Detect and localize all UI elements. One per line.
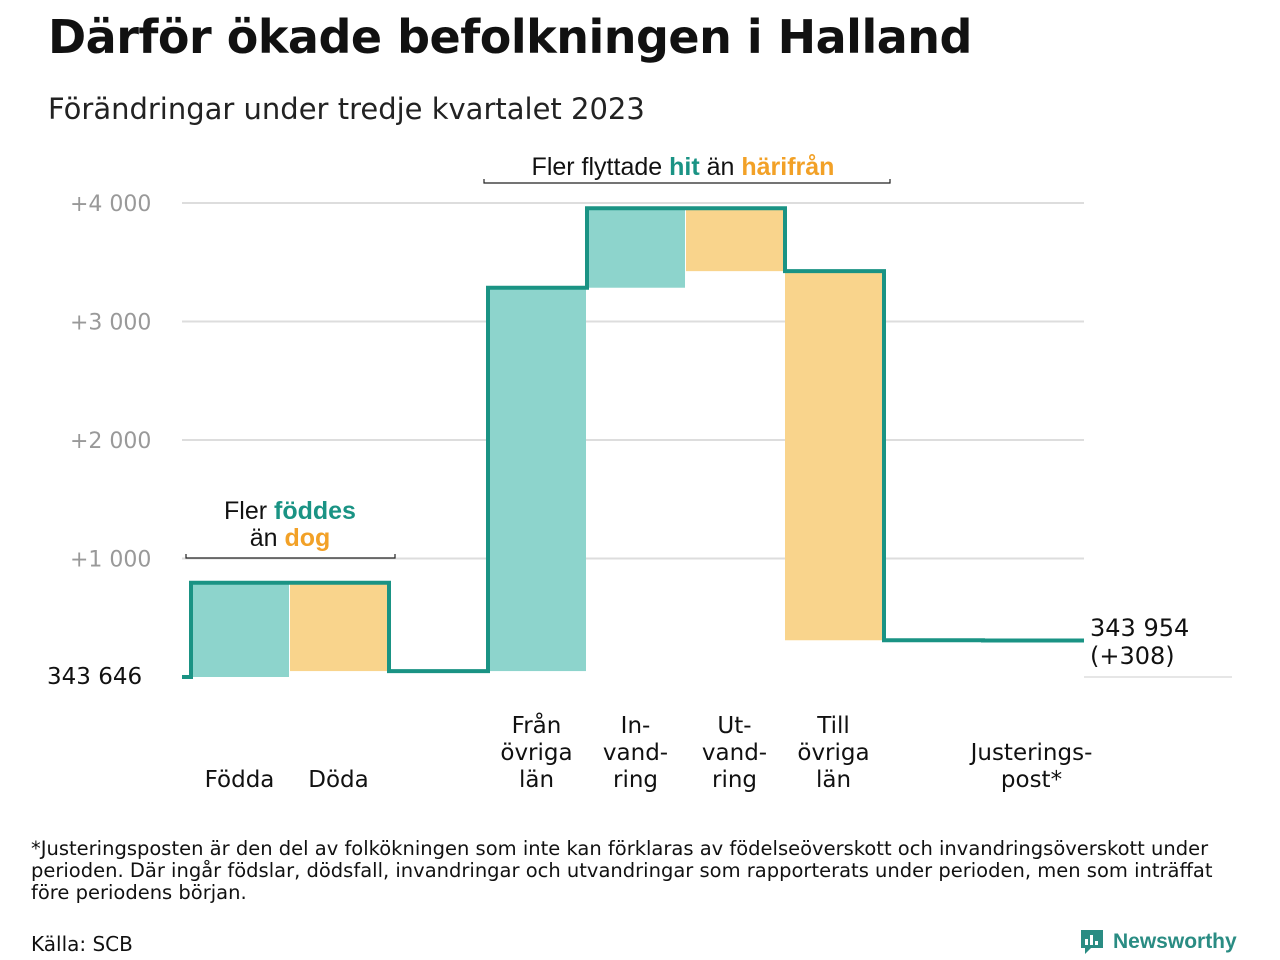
y-tick-label: +2 000 [70, 429, 151, 454]
start-value-label: 343 646 [47, 664, 142, 690]
category-label: övriga [500, 740, 572, 766]
waterfall-bar [191, 582, 289, 677]
waterfall-bar [488, 287, 586, 672]
source-note: Källa: SCB [31, 932, 133, 956]
category-label: Födda [205, 767, 275, 793]
brand-logo[interactable]: Newsworthy [1079, 928, 1237, 956]
end-change-label: (+308) [1090, 642, 1175, 670]
annotation-part: Fler flyttade [532, 153, 670, 181]
category-label: län [519, 767, 554, 793]
bar-chart-speech-icon [1081, 930, 1103, 954]
annotation-part: härifrån [741, 153, 834, 181]
annotation-bracket [483, 179, 891, 184]
brand-name: Newsworthy [1113, 930, 1237, 953]
category-label: vand- [603, 740, 668, 766]
chart-subtitle: Förändringar under tredje kvartalet 2023 [48, 92, 645, 126]
end-value-label: 343 954 [1090, 614, 1189, 642]
category-label: län [816, 767, 851, 793]
category-label: Döda [308, 767, 368, 793]
waterfall-bar [686, 208, 784, 272]
y-tick-label: +4 000 [70, 192, 151, 217]
waterfall-bar [785, 271, 883, 641]
footnote: *Justeringsposten är den del av folkökni… [31, 837, 1213, 904]
category-label: Ut- [717, 713, 751, 739]
annotation-part: föddes [274, 497, 356, 525]
annotation-part: än [250, 524, 285, 552]
waterfall-bar [290, 582, 388, 672]
y-tick-label: +1 000 [70, 548, 151, 573]
category-label: vand- [702, 740, 767, 766]
y-tick-label: +3 000 [70, 311, 151, 336]
category-label: Från [512, 711, 562, 739]
category-label: övriga [797, 740, 869, 766]
category-label: ring [613, 767, 658, 793]
waterfall-bar [587, 208, 685, 288]
category-label: In- [621, 713, 651, 739]
annotation-part: Fler [224, 497, 274, 525]
annotation-text: Fler flyttade hit än härifrån [532, 153, 835, 181]
category-label: post* [1001, 767, 1062, 793]
annotation-text: Fler föddes [224, 497, 356, 525]
annotation-part: hit [669, 153, 700, 181]
chart-title: Därför ökade befolkningen i Halland [48, 10, 972, 64]
category-label: Till [816, 713, 850, 739]
annotation-part: än [700, 153, 742, 181]
annotation-bracket [185, 554, 396, 559]
annotation-text: än dog [250, 524, 331, 552]
cumulative-line [182, 206, 1084, 679]
category-label: ring [712, 767, 757, 793]
category-label: Justerings- [969, 740, 1093, 766]
annotation-part: dog [284, 524, 330, 552]
